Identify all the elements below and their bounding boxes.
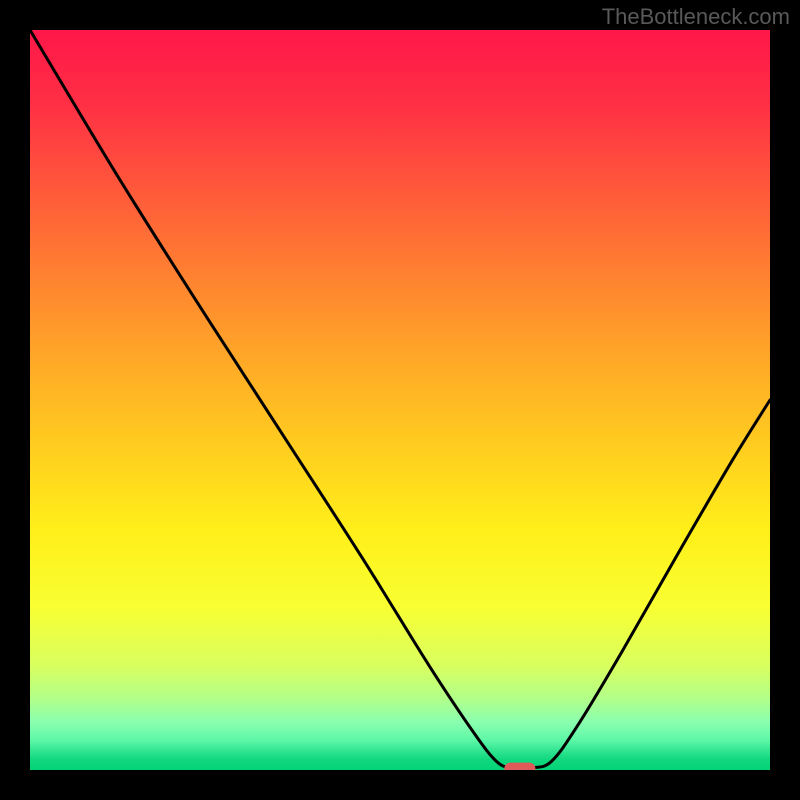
plot-background (30, 30, 770, 770)
bottleneck-chart: TheBottleneck.com (0, 0, 800, 800)
chart-svg (0, 0, 800, 800)
